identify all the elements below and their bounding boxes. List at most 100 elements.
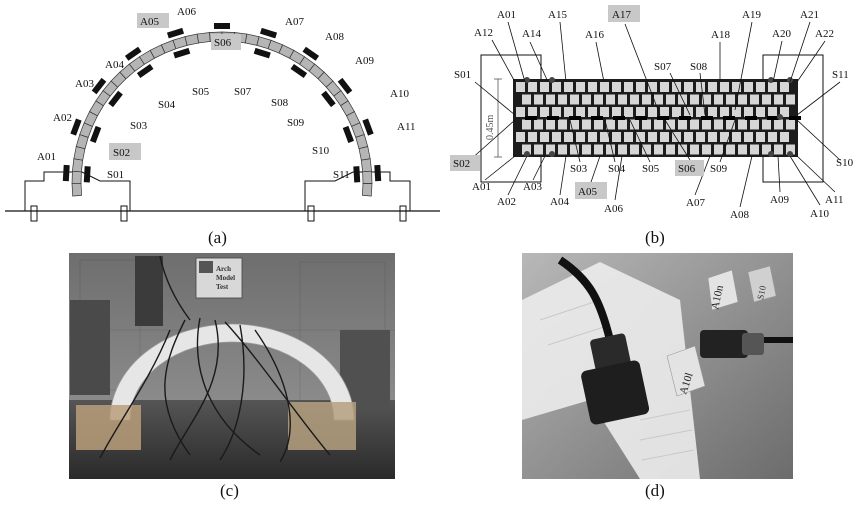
deck-brick bbox=[528, 132, 537, 142]
tag-s10: S10 bbox=[755, 284, 768, 300]
label-b-a01-top: A01 bbox=[497, 9, 516, 21]
label-s11: S11 bbox=[333, 169, 350, 181]
photo-right-abutment bbox=[288, 402, 356, 450]
deck-brick bbox=[576, 82, 585, 92]
voussoir-block bbox=[196, 32, 211, 44]
leader-line bbox=[669, 72, 691, 116]
strain-gauge-mark bbox=[569, 116, 581, 120]
leader-line bbox=[772, 40, 783, 83]
deck-brick bbox=[552, 82, 561, 92]
strain-gauge-mark bbox=[701, 116, 713, 120]
deck-brick bbox=[522, 94, 531, 105]
strain-block bbox=[90, 125, 102, 144]
strain-gauge-mark bbox=[723, 116, 735, 120]
deck-brick bbox=[708, 132, 717, 142]
highlight-s06 bbox=[211, 34, 241, 50]
leader-line bbox=[532, 155, 546, 181]
deck-brick bbox=[762, 144, 771, 155]
label-b-a18: A18 bbox=[711, 29, 730, 41]
deck-brick bbox=[564, 82, 573, 92]
leader-line bbox=[507, 21, 526, 83]
deck-brick bbox=[582, 144, 591, 155]
highlight-b-s06 bbox=[675, 160, 704, 176]
strain-gauge-mark bbox=[591, 116, 603, 120]
label-b-s09: S09 bbox=[710, 163, 728, 175]
label-b-a01-bottom: A01 bbox=[472, 181, 491, 193]
deck-brick bbox=[534, 119, 543, 130]
deck-brick bbox=[582, 119, 591, 130]
label-b-a02: A02 bbox=[497, 196, 516, 208]
deck-brick bbox=[780, 107, 789, 117]
leader-line bbox=[474, 81, 516, 116]
deck-brick bbox=[624, 82, 633, 92]
label-b-a14: A14 bbox=[522, 28, 541, 40]
deck-brick bbox=[636, 132, 645, 142]
strain-block bbox=[253, 47, 271, 59]
deck-brick bbox=[696, 132, 705, 142]
deck-brick bbox=[666, 119, 675, 130]
leader-line bbox=[614, 155, 623, 201]
leader-line bbox=[569, 119, 581, 163]
deck-brick bbox=[612, 107, 621, 117]
voussoir-block bbox=[362, 170, 373, 185]
deck-brick bbox=[516, 132, 525, 142]
sign-line-1: Arch bbox=[216, 265, 231, 273]
label-a10: A10 bbox=[390, 88, 409, 100]
label-a01: A01 bbox=[37, 151, 56, 163]
deck-brick bbox=[582, 94, 591, 105]
strain-gauge-mark bbox=[613, 116, 625, 120]
deck-brick bbox=[702, 119, 711, 130]
deck-brick bbox=[666, 144, 675, 155]
deck-brick bbox=[642, 94, 651, 105]
label-b-a06: A06 bbox=[604, 203, 623, 215]
label-s06: S06 bbox=[214, 37, 232, 49]
label-a08: A08 bbox=[325, 31, 344, 43]
deck-brick bbox=[678, 119, 687, 130]
label-s02: S02 bbox=[113, 147, 130, 159]
voussoir-block bbox=[71, 170, 82, 185]
deck-brick bbox=[528, 82, 537, 92]
label-b-a08: A08 bbox=[730, 209, 749, 221]
deck-brick bbox=[618, 119, 627, 130]
leader-line bbox=[589, 155, 601, 186]
label-b-a09: A09 bbox=[770, 194, 789, 206]
label-a07: A07 bbox=[285, 16, 304, 28]
deck-brick bbox=[714, 144, 723, 155]
voussoir-block bbox=[360, 158, 372, 173]
deck-brick bbox=[618, 94, 627, 105]
deck-brick bbox=[588, 82, 597, 92]
deck-brick bbox=[630, 144, 639, 155]
deck-brick bbox=[678, 144, 687, 155]
deck-brick bbox=[720, 107, 729, 117]
strain-block bbox=[290, 63, 308, 79]
panel-d-photo: A10n A10l S10 (d) bbox=[522, 253, 793, 500]
highlight-b-a05 bbox=[575, 182, 607, 199]
label-b-a03: A03 bbox=[523, 181, 542, 193]
deck-brick bbox=[606, 144, 615, 155]
accelerometer-dot bbox=[549, 151, 555, 157]
strain-gauge-mark bbox=[657, 116, 669, 120]
voussoir-block bbox=[71, 183, 82, 197]
label-b-s07: S07 bbox=[654, 61, 672, 73]
strain-gauge-mark bbox=[525, 116, 537, 120]
label-b-s08: S08 bbox=[690, 61, 708, 73]
deck-brick bbox=[570, 94, 579, 105]
deck-brick bbox=[768, 107, 777, 117]
accelerometer-dot bbox=[787, 151, 793, 157]
deck-brick bbox=[666, 94, 675, 105]
label-b-a15: A15 bbox=[548, 9, 567, 21]
accelerometer-housing-2 bbox=[700, 330, 748, 358]
deck-brick bbox=[558, 94, 567, 105]
deck-brick bbox=[708, 82, 717, 92]
deck-brick bbox=[732, 132, 741, 142]
deck-brick bbox=[774, 119, 783, 130]
deck-brick bbox=[630, 119, 639, 130]
deck-brick bbox=[516, 107, 525, 117]
sign-line-2: Model bbox=[216, 274, 235, 282]
leader-line bbox=[624, 23, 661, 116]
accelerometer-block bbox=[214, 23, 230, 29]
deck-brick bbox=[744, 82, 753, 92]
deck-brick bbox=[660, 82, 669, 92]
leader-line bbox=[629, 119, 651, 163]
